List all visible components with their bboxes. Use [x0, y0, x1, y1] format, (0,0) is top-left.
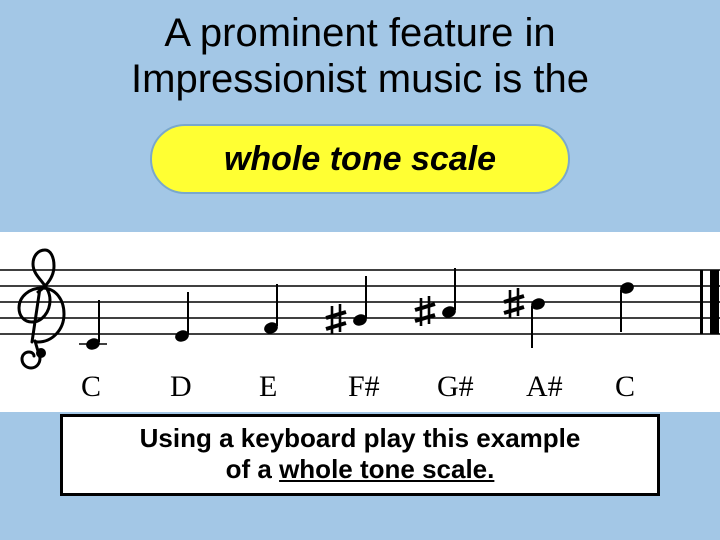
note-label: C — [615, 370, 635, 404]
note-label: C — [81, 370, 101, 404]
caption-line-1: Using a keyboard play this example — [140, 423, 581, 453]
highlight-pill: whole tone scale — [150, 124, 570, 194]
note-label: D — [170, 370, 192, 404]
caption-box: Using a keyboard play this example of a … — [60, 414, 660, 496]
highlight-pill-text: whole tone scale — [224, 140, 496, 179]
caption-text: Using a keyboard play this example of a … — [73, 423, 647, 485]
note-label: G# — [437, 370, 474, 404]
heading-line-1: A prominent feature in — [164, 11, 555, 55]
heading-line-2: Impressionist music is the — [131, 57, 589, 101]
music-staff: C D E F# G# A# C — [0, 232, 720, 412]
note-label: A# — [526, 370, 563, 404]
note-label: E — [259, 370, 277, 404]
slide-heading: A prominent feature in Impressionist mus… — [0, 0, 720, 102]
caption-line-2-plain: of a — [226, 454, 279, 484]
note-label: F# — [348, 370, 380, 404]
caption-line-2-underlined: whole tone scale. — [279, 454, 494, 484]
